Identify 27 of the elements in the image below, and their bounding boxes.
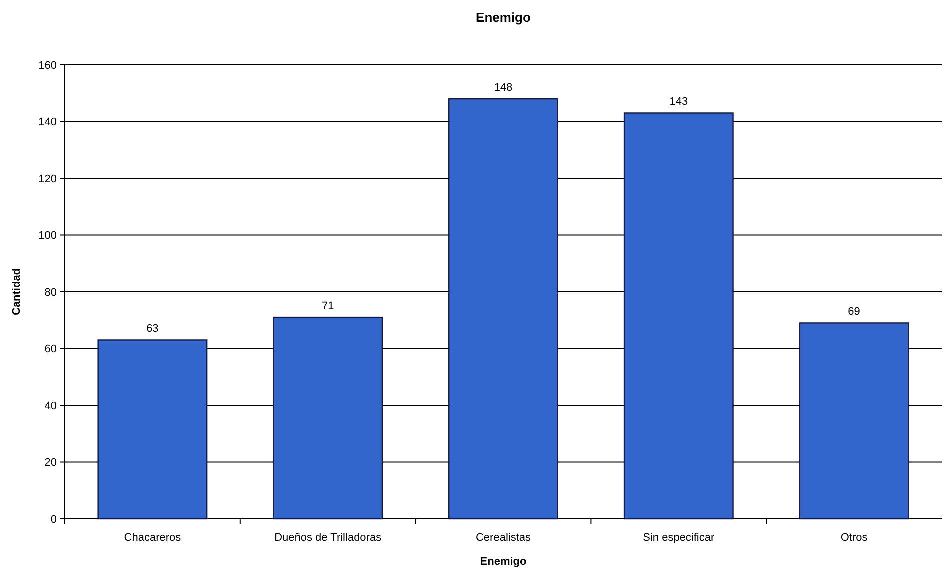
y-tick-label: 40 (44, 400, 57, 412)
x-tick-label: Otros (840, 532, 868, 544)
y-tick-label: 20 (44, 457, 57, 470)
y-tick-label: 100 (38, 230, 57, 242)
data-label: 143 (670, 96, 688, 108)
data-label: 63 (146, 323, 159, 336)
data-label: 69 (848, 306, 860, 318)
bar (799, 322, 910, 520)
bar (624, 112, 734, 520)
chart-title: Enemigo (476, 10, 531, 25)
y-tick-label: 140 (38, 116, 57, 129)
y-tick-label: 60 (44, 344, 57, 356)
x-axis-title: Enemigo (480, 556, 528, 568)
bar (448, 98, 558, 520)
data-label: 148 (494, 82, 513, 94)
y-tick-label: 160 (38, 60, 57, 72)
bar (98, 340, 208, 520)
y-tick-label: 0 (50, 514, 57, 526)
data-label: 71 (322, 300, 334, 313)
x-tick-label: Sin especificar (643, 532, 715, 544)
x-tick-label: Dueños de Trilladoras (274, 532, 382, 544)
y-tick-label: 120 (38, 173, 57, 186)
y-tick-label: 80 (44, 286, 57, 299)
y-axis-title: Cantidad (11, 268, 23, 316)
x-tick-label: Cerealistas (476, 532, 532, 544)
x-tick-label: Chacareros (124, 532, 182, 544)
bar (273, 316, 384, 520)
